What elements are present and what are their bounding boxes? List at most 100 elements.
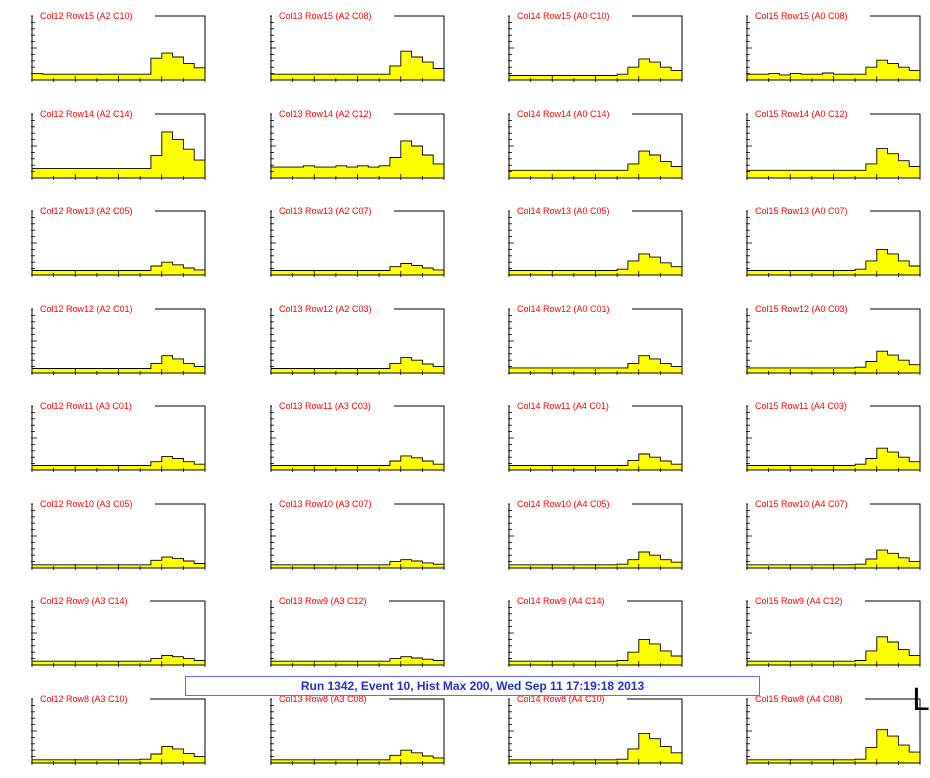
panel-title: Col12 Row10 (A3 C05): [40, 499, 133, 509]
panel-title-box: [510, 596, 627, 606]
panel-title-box: [748, 11, 870, 21]
panel-title-box: [748, 401, 870, 411]
panel-title-box: [510, 401, 632, 411]
panel-title: Col13 Row14 (A2 C12): [279, 109, 372, 119]
histogram-panel: Col13 Row14 (A2 C12): [270, 109, 445, 180]
histogram-panel: Col15 Row14 (A0 C12): [746, 109, 921, 180]
panel-title: Col14 Row9 (A4 C14): [517, 596, 605, 606]
histogram-panel: Col13 Row9 (A3 C12): [270, 596, 445, 667]
histogram-panel: Col13 Row13 (A2 C07): [270, 206, 445, 277]
histogram-bars: [746, 350, 921, 374]
panel-title: Col15 Row10 (A4 C07): [755, 499, 848, 509]
panel-title-box: [272, 596, 389, 606]
panel-title-box: [33, 596, 150, 606]
panel-title-box: [272, 401, 394, 411]
panel-title-box: [33, 11, 155, 21]
histogram-panel: Col12 Row11 (A3 C01): [31, 401, 206, 472]
panel-title-box: [33, 499, 155, 509]
panel-title-box: [272, 304, 394, 314]
panel-title: Col14 Row8 (A4 C10): [517, 694, 605, 704]
panel-title-box: [748, 206, 870, 216]
plot-frame: [270, 503, 445, 569]
panel-title: Col12 Row8 (A3 C10): [40, 694, 128, 704]
histogram-panel: Col14 Row11 (A4 C01): [508, 401, 683, 472]
panel-title: Col12 Row14 (A2 C14): [40, 109, 133, 119]
histogram-panel: Col15 Row9 (A4 C12): [746, 596, 921, 667]
panel-title: Col14 Row10 (A4 C05): [517, 499, 610, 509]
panel-title-box: [272, 499, 394, 509]
histogram-panel: Col13 Row15 (A2 C08): [270, 11, 445, 82]
panel-title: Col12 Row12 (A2 C01): [40, 304, 133, 314]
panel-title: Col15 Row14 (A0 C12): [755, 109, 848, 119]
histogram-bars: [508, 150, 683, 179]
panel-title: Col13 Row15 (A2 C08): [279, 11, 372, 21]
panel-title: Col13 Row11 (A3 C03): [279, 401, 371, 411]
panel-title: Col15 Row9 (A4 C12): [755, 596, 843, 606]
status-bar: Run 1342, Event 10, Hist Max 200, Wed Se…: [185, 676, 760, 696]
histogram-bars: [270, 140, 445, 179]
histogram-panel: Col15 Row12 (A0 C03): [746, 304, 921, 375]
histogram-bars: [746, 636, 921, 666]
histogram-bars: [270, 50, 445, 81]
histogram-bars: [508, 253, 683, 276]
panel-title-box: [272, 694, 389, 704]
panel-title: Col15 Row13 (A0 C07): [755, 206, 848, 216]
histogram-panel: Col12 Row12 (A2 C01): [31, 304, 206, 375]
panel-title-box: [510, 499, 632, 509]
panel-title-box: [748, 109, 870, 119]
histogram-bars: [508, 733, 683, 764]
histogram-panel: Col13 Row10 (A3 C07): [270, 499, 445, 570]
panel-title-box: [748, 694, 865, 704]
histogram-panel: Col12 Row14 (A2 C14): [31, 109, 206, 180]
panel-title-box: [33, 206, 155, 216]
histogram-panel: Col15 Row13 (A0 C07): [746, 206, 921, 277]
panel-title: Col15 Row8 (A4 C08): [755, 694, 843, 704]
histogram-bars: [508, 58, 683, 81]
histogram-panel: Col15 Row8 (A4 C08): [746, 694, 921, 765]
panel-title-box: [510, 11, 632, 21]
panel-title: Col15 Row12 (A0 C03): [755, 304, 848, 314]
histogram-bars: [508, 638, 683, 666]
histogram-panel: Col13 Row8 (A3 C08): [270, 694, 445, 765]
panel-title: Col13 Row12 (A2 C03): [279, 304, 372, 314]
histogram-panel: Col12 Row10 (A3 C05): [31, 499, 206, 570]
panel-title-box: [748, 499, 870, 509]
histogram-panel: Col13 Row12 (A2 C03): [270, 304, 445, 375]
histogram-bars: [508, 355, 683, 374]
histogram-panel: Col14 Row12 (A0 C01): [508, 304, 683, 375]
panel-title: Col14 Row12 (A0 C01): [517, 304, 610, 314]
panel-title-box: [510, 109, 632, 119]
panel-title-box: [33, 401, 155, 411]
panel-title: Col12 Row13 (A2 C05): [40, 206, 133, 216]
plot-frame: [270, 600, 445, 666]
panel-title: Col12 Row9 (A3 C14): [40, 596, 128, 606]
histogram-bars: [746, 248, 921, 276]
histogram-panel: Col14 Row13 (A0 C05): [508, 206, 683, 277]
histogram-bars: [31, 355, 206, 374]
panel-title: Col13 Row13 (A2 C07): [279, 206, 372, 216]
histogram-bars: [31, 131, 206, 179]
histogram-panel: Col14 Row14 (A0 C14): [508, 109, 683, 180]
panel-title-box: [748, 596, 865, 606]
histogram-panel: Col12 Row15 (A2 C10): [31, 11, 206, 82]
panel-title: Col12 Row15 (A2 C10): [40, 11, 133, 21]
panel-title-box: [33, 694, 150, 704]
panel-title-box: [272, 109, 394, 119]
histogram-panel: Col13 Row11 (A3 C03): [270, 401, 445, 472]
panel-title-box: [272, 11, 394, 21]
panel-title: Col14 Row15 (A0 C10): [517, 11, 610, 21]
histogram-panel: Col12 Row13 (A2 C05): [31, 206, 206, 277]
panel-title-box: [510, 304, 632, 314]
histogram-panel: Col14 Row9 (A4 C14): [508, 596, 683, 667]
panel-title: Col15 Row15 (A0 C08): [755, 11, 848, 21]
histogram-panel: Col12 Row8 (A3 C10): [31, 694, 206, 765]
panel-title: Col12 Row11 (A3 C01): [40, 401, 132, 411]
histogram-panel: Col14 Row15 (A0 C10): [508, 11, 683, 82]
panel-title: Col14 Row11 (A4 C01): [517, 401, 609, 411]
panel-title: Col13 Row8 (A3 C08): [279, 694, 367, 704]
panel-title-box: [33, 304, 155, 314]
histogram-bars: [746, 549, 921, 569]
histogram-bars: [746, 148, 921, 179]
panel-title-box: [510, 206, 632, 216]
